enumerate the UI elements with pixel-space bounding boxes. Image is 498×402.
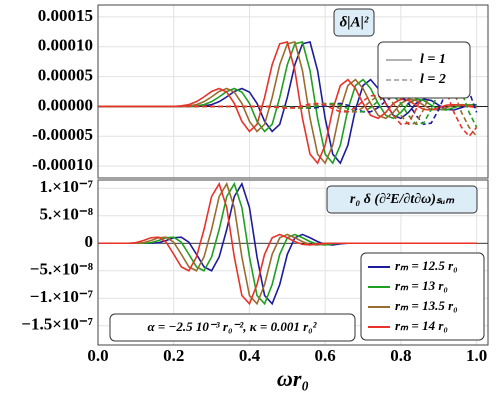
legend-label: rₘ = 13.5 r₀ xyxy=(395,298,458,313)
data-line xyxy=(98,76,478,137)
y-tick-label: -0.00010 xyxy=(32,155,93,174)
y-tick-label: −1.×10⁻⁷ xyxy=(30,287,93,306)
x-tick-label: 0.8 xyxy=(390,346,411,365)
data-line xyxy=(98,41,477,165)
x-axis-label: ωr₀ xyxy=(277,366,309,391)
y-tick-label: 0.00005 xyxy=(38,65,93,84)
x-tick-label: 0.4 xyxy=(239,346,261,365)
legend-box xyxy=(360,252,485,341)
quantity-label: r₀ δ (∂²E/∂t∂ω)ₛᵤₘ xyxy=(350,192,455,207)
plot-frame xyxy=(97,179,489,346)
x-tick-label: 0.2 xyxy=(163,346,184,365)
y-tick-label: −1.5×10⁻⁷ xyxy=(21,315,93,334)
annotation-box xyxy=(109,313,356,342)
quantity-label-box xyxy=(326,185,478,214)
x-tick-label: 1.0 xyxy=(466,346,487,365)
y-tick-label: 1.×10⁻⁷ xyxy=(39,177,93,196)
legend-label: rₘ = 12.5 r₀ xyxy=(395,258,458,273)
plot-frame xyxy=(97,4,489,179)
y-tick-label: 0 xyxy=(85,232,94,251)
legend-box xyxy=(377,41,471,99)
legend-label: rₘ = 14 r₀ xyxy=(395,318,448,333)
y-tick-label: -0.00005 xyxy=(32,125,93,144)
data-line xyxy=(98,76,478,126)
y-tick-label: 5.×10⁻⁸ xyxy=(39,205,93,224)
legend-label: l = 1 xyxy=(420,52,446,67)
annotation: α = −2.5 10⁻³ r₀⁻², κ = 0.001 r₀² xyxy=(147,319,317,334)
quantity-label: δ|A|² xyxy=(340,14,369,30)
y-tick-label: 0.00010 xyxy=(38,36,93,55)
legend-label: l = 2 xyxy=(420,72,446,87)
y-tick-label: 0.00000 xyxy=(38,95,93,114)
legend-label: rₘ = 13 r₀ xyxy=(395,278,448,293)
quantity-label-box xyxy=(333,8,375,37)
y-tick-label: −5.×10⁻⁸ xyxy=(30,260,93,279)
x-tick-label: 0.6 xyxy=(315,346,336,365)
x-tick-label: 0.0 xyxy=(87,346,108,365)
y-tick-label: 0.00015 xyxy=(38,6,93,25)
data-line xyxy=(98,181,477,306)
